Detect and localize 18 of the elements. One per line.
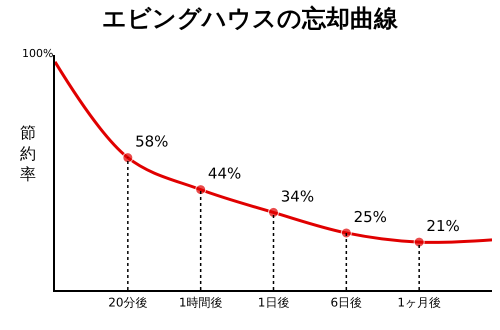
data-label: 44% <box>208 164 242 183</box>
data-label: 25% <box>354 208 387 226</box>
x-tick-label: 1ヶ月後 <box>397 295 441 310</box>
x-tick-label: 1日後 <box>258 295 290 310</box>
y-axis-title: 節約率 <box>20 123 36 184</box>
data-label: 34% <box>280 187 314 206</box>
annotation: 100% <box>22 47 54 60</box>
point <box>414 236 425 248</box>
x-tick-label: 6日後 <box>330 295 362 310</box>
data-label: 21% <box>426 217 460 236</box>
point <box>195 184 206 196</box>
point <box>122 152 134 164</box>
point <box>268 206 279 218</box>
data-label: 58% <box>135 132 168 151</box>
chart-title: エビングハウスの忘却曲線 <box>102 4 399 33</box>
x-tick-label: 1時間後 <box>178 295 222 310</box>
point <box>340 227 352 238</box>
x-tick-label: 20分後 <box>108 295 148 310</box>
